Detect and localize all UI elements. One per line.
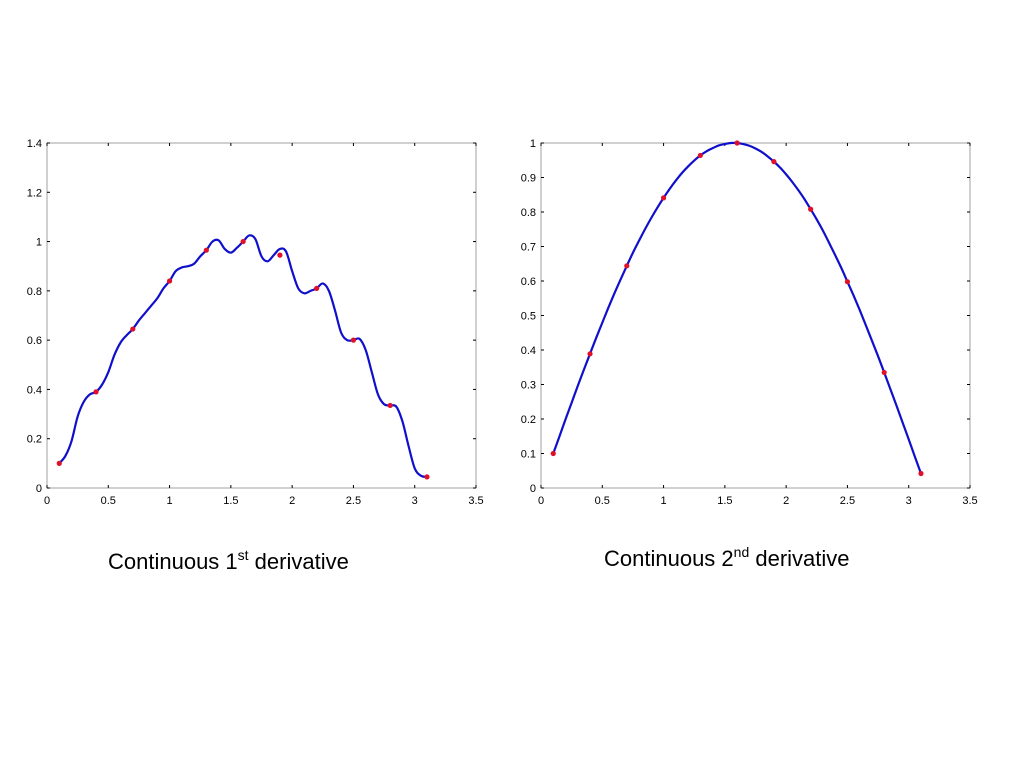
left-data-point bbox=[387, 402, 393, 409]
left-y-tick-label: 0.6 bbox=[27, 335, 42, 347]
right-data-point bbox=[660, 195, 667, 201]
left-data-point bbox=[56, 460, 62, 466]
right-data-point bbox=[624, 263, 630, 269]
right-y-tick-label: 0.4 bbox=[521, 345, 536, 357]
left-x-tick-label: 2.5 bbox=[346, 495, 361, 507]
right-y-tick-label: 0.3 bbox=[521, 380, 536, 392]
left-x-tick-label: 3.5 bbox=[468, 495, 483, 507]
right-x-tick-label: 3 bbox=[906, 495, 912, 507]
right-chart: 0 0.5 1 1.5 2 2.5 3 3.5 0 0.1 0.2 0.3 0.4 0.5 0.6 0.7 0.… bbox=[521, 138, 978, 507]
right-data-point bbox=[734, 140, 740, 146]
left-x-tick-label: 0 bbox=[44, 495, 50, 507]
left-data-point bbox=[314, 285, 320, 291]
right-caption-superscript: nd bbox=[733, 544, 750, 560]
left-x-tick-label: 2 bbox=[289, 495, 295, 507]
left-data-point bbox=[130, 326, 136, 332]
left-y-tick-label: 0.2 bbox=[27, 434, 42, 446]
right-y-tick-label: 0.2 bbox=[521, 414, 536, 426]
left-data-point bbox=[166, 278, 173, 284]
right-y-tick-label: 0.6 bbox=[521, 276, 536, 288]
right-x-tick-label: 1 bbox=[661, 495, 667, 507]
right-data-point bbox=[881, 369, 887, 376]
right-data-point bbox=[550, 450, 556, 457]
right-x-tick-label: 3.5 bbox=[962, 495, 977, 507]
left-data-point bbox=[203, 247, 209, 253]
left-data-point bbox=[93, 389, 99, 395]
right-data-point bbox=[697, 152, 703, 159]
left-caption-superscript: st bbox=[237, 547, 249, 563]
right-data-point bbox=[918, 470, 924, 477]
left-x-tick-label: 1.5 bbox=[223, 495, 238, 507]
right-data-point bbox=[587, 351, 593, 357]
left-data-point bbox=[424, 474, 430, 480]
left-plot-frame bbox=[46, 142, 477, 489]
right-x-tick-label: 2.5 bbox=[840, 495, 855, 507]
right-y-tick-label: 0 bbox=[530, 483, 536, 495]
left-x-tick-label: 3 bbox=[412, 495, 418, 507]
left-y-tick-label: 0.8 bbox=[27, 286, 42, 298]
right-y-tick-label: 0.7 bbox=[521, 242, 536, 254]
right-curve-line bbox=[552, 141, 923, 475]
left-y-tick-label: 1.2 bbox=[27, 187, 42, 199]
right-y-tick-label: 0.5 bbox=[521, 311, 536, 323]
right-x-tick-label: 2 bbox=[783, 495, 789, 507]
left-caption-prefix: Continuous 1 bbox=[108, 549, 238, 574]
left-y-tick-label: 0.4 bbox=[27, 384, 42, 396]
right-chart-caption: Continuous 2nd derivative bbox=[604, 544, 850, 572]
left-chart-caption: Continuous 1st derivative bbox=[108, 547, 349, 575]
left-y-tick-label: 1.4 bbox=[27, 138, 42, 150]
left-curve-line bbox=[58, 234, 429, 479]
right-data-point bbox=[844, 279, 851, 285]
left-x-tick-label: 0.5 bbox=[101, 495, 116, 507]
left-data-point bbox=[240, 238, 246, 245]
left-data-point bbox=[350, 337, 357, 343]
right-caption-suffix: derivative bbox=[749, 546, 850, 571]
left-caption-suffix: derivative bbox=[248, 549, 349, 574]
right-y-tick-label: 0.9 bbox=[521, 173, 536, 185]
right-data-point bbox=[771, 159, 777, 165]
right-y-tick-label: 1 bbox=[530, 138, 536, 150]
right-y-tick-label: 0.8 bbox=[521, 207, 536, 219]
right-x-tick-label: 0 bbox=[538, 495, 544, 507]
right-data-point bbox=[808, 206, 814, 212]
right-caption-prefix: Continuous 2 bbox=[604, 546, 734, 571]
left-x-tick-label: 1 bbox=[167, 495, 173, 507]
left-y-tick-label: 0 bbox=[36, 483, 42, 495]
right-x-tick-label: 0.5 bbox=[595, 495, 610, 507]
left-chart: 0 0.5 1 1.5 2 2.5 3 3.5 0 0.2 0.4 0.6 0.8 1 1.2 1.4 bbox=[27, 138, 484, 507]
left-y-tick-label: 1 bbox=[36, 237, 42, 249]
right-x-tick-label: 1.5 bbox=[717, 495, 732, 507]
right-y-tick-label: 0.1 bbox=[521, 449, 536, 461]
left-data-point bbox=[277, 252, 283, 258]
